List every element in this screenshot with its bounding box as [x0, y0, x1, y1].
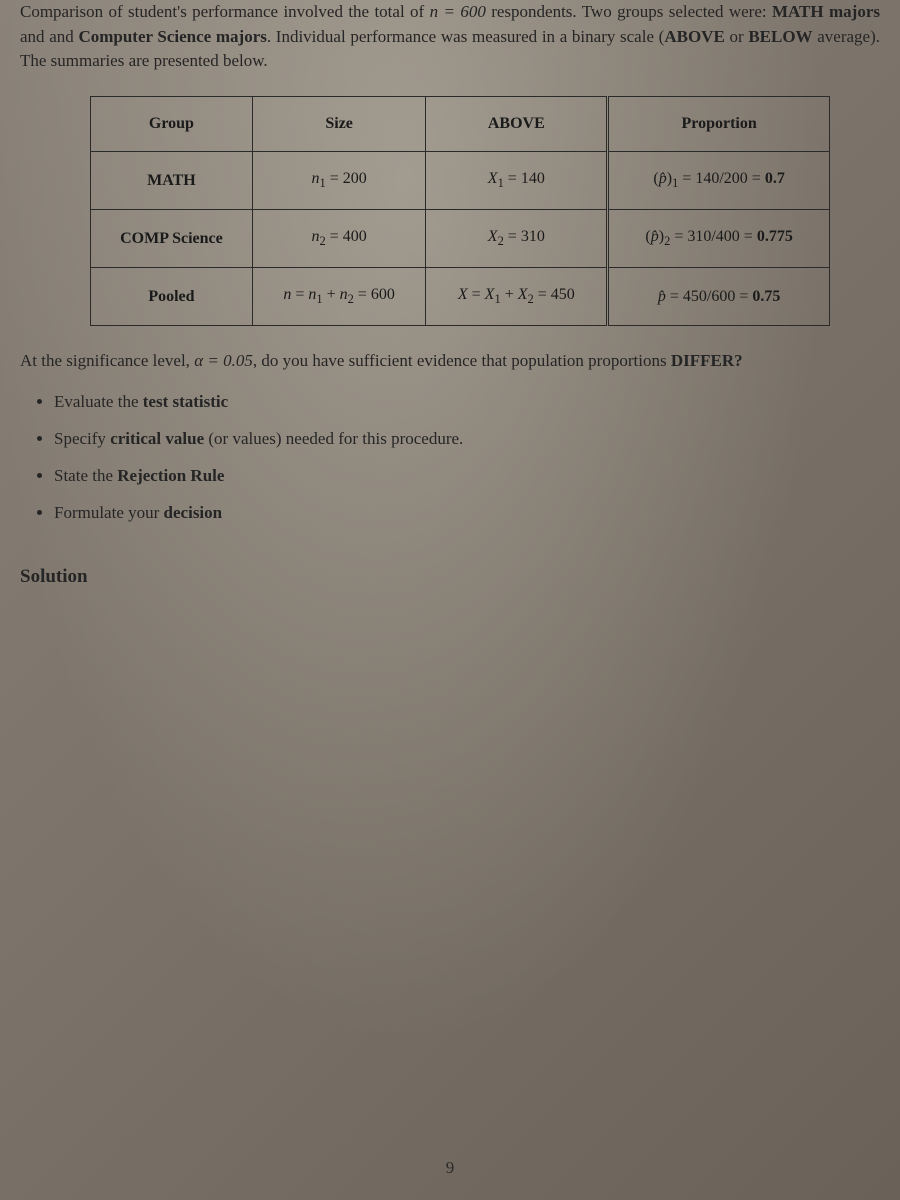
- intro-paragraph: Comparison of student's performance invo…: [20, 0, 880, 74]
- cell-size: n1 = 200: [252, 151, 426, 209]
- cell-group: COMP Science: [91, 210, 253, 268]
- cell-above: X2 = 310: [426, 210, 608, 268]
- list-item: State the Rejection Rule: [54, 462, 880, 491]
- intro-group2: Computer Science majors: [78, 27, 266, 46]
- col-proportion: Proportion: [608, 96, 830, 151]
- intro-after-n: respondents. Two groups selected were:: [486, 2, 772, 21]
- cell-above: X1 = 140: [426, 151, 608, 209]
- cell-group: Pooled: [91, 268, 253, 326]
- list-item: Specify critical value (or values) neede…: [54, 425, 880, 454]
- list-item: Formulate your decision: [54, 499, 880, 528]
- cell-size: n2 = 400: [252, 210, 426, 268]
- intro-between: and and: [20, 27, 78, 46]
- summary-table: Group Size ABOVE Proportion MATH n1 = 20…: [90, 96, 830, 327]
- q-differ: DIFFER?: [671, 351, 743, 370]
- q-prefix: At the significance level,: [20, 351, 194, 370]
- question-text: At the significance level, α = 0.05, do …: [20, 348, 880, 374]
- cell-group: MATH: [91, 151, 253, 209]
- list-item: Evaluate the test statistic: [54, 388, 880, 417]
- task-list: Evaluate the test statistic Specify crit…: [54, 388, 880, 528]
- col-above: ABOVE: [426, 96, 608, 151]
- intro-scale2: BELOW: [748, 27, 812, 46]
- cell-prop: (p̂)2 = 310/400 = 0.775: [608, 210, 830, 268]
- cell-size: n = n1 + n2 = 600: [252, 268, 426, 326]
- table-header-row: Group Size ABOVE Proportion: [91, 96, 830, 151]
- table-row: Pooled n = n1 + n2 = 600 X = X1 + X2 = 4…: [91, 268, 830, 326]
- table-row: MATH n1 = 200 X1 = 140 (p̂)1 = 140/200 =…: [91, 151, 830, 209]
- summary-table-wrap: Group Size ABOVE Proportion MATH n1 = 20…: [90, 96, 830, 327]
- intro-group1: MATH majors: [772, 2, 880, 21]
- col-size: Size: [252, 96, 426, 151]
- q-after-alpha: , do you have sufficient evidence that p…: [253, 351, 671, 370]
- cell-prop: (p̂)1 = 140/200 = 0.7: [608, 151, 830, 209]
- table-row: COMP Science n2 = 400 X2 = 310 (p̂)2 = 3…: [91, 210, 830, 268]
- intro-scale-or: or: [725, 27, 749, 46]
- cell-prop: p̂ = 450/600 = 0.75: [608, 268, 830, 326]
- intro-prefix: Comparison of student's performance invo…: [20, 2, 430, 21]
- q-alpha: α = 0.05: [194, 351, 253, 370]
- solution-heading: Solution: [20, 566, 880, 588]
- col-group: Group: [91, 96, 253, 151]
- cell-above: X = X1 + X2 = 450: [426, 268, 608, 326]
- intro-n: n = 600: [430, 2, 486, 21]
- page-number: 9: [0, 1158, 900, 1178]
- intro-after-groups: . Individual performance was measured in…: [267, 27, 664, 46]
- intro-scale1: ABOVE: [664, 27, 724, 46]
